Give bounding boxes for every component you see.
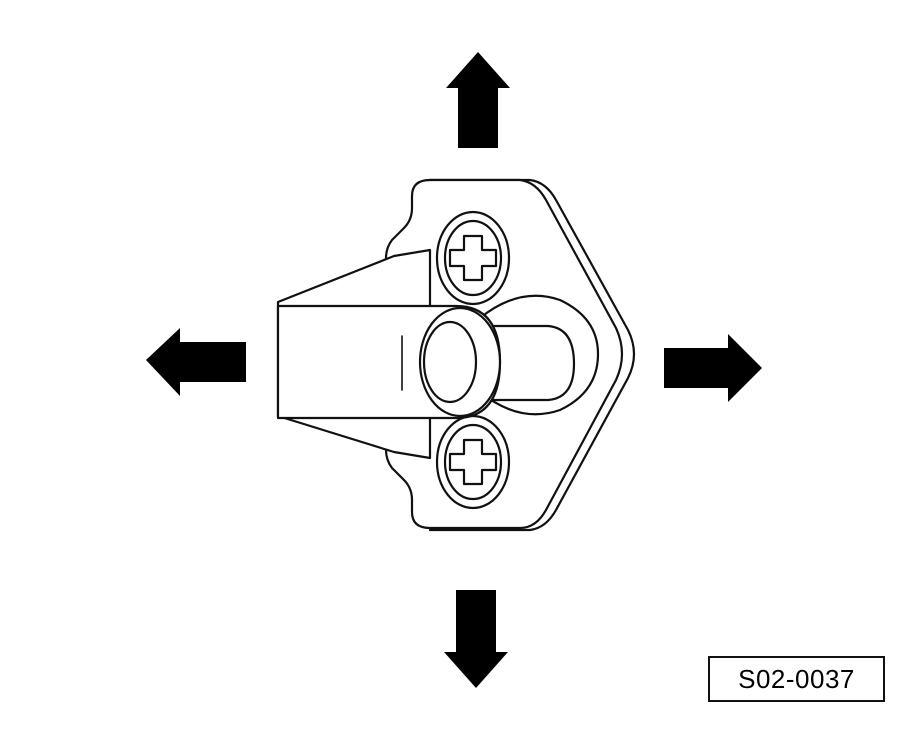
- arrow-left-icon: [146, 328, 246, 396]
- arrow-up-icon: [446, 52, 510, 148]
- striker-assembly: [276, 178, 636, 532]
- screw-top-icon: [435, 210, 511, 306]
- plate-slot: [484, 324, 576, 402]
- figure-code-box: S02-0037: [708, 656, 885, 702]
- figure-code: S02-0037: [738, 663, 855, 694]
- screw-bottom-icon: [435, 414, 511, 510]
- striker-pin: [422, 320, 478, 404]
- arrow-right-icon: [664, 334, 762, 402]
- arrow-down-icon: [444, 590, 508, 688]
